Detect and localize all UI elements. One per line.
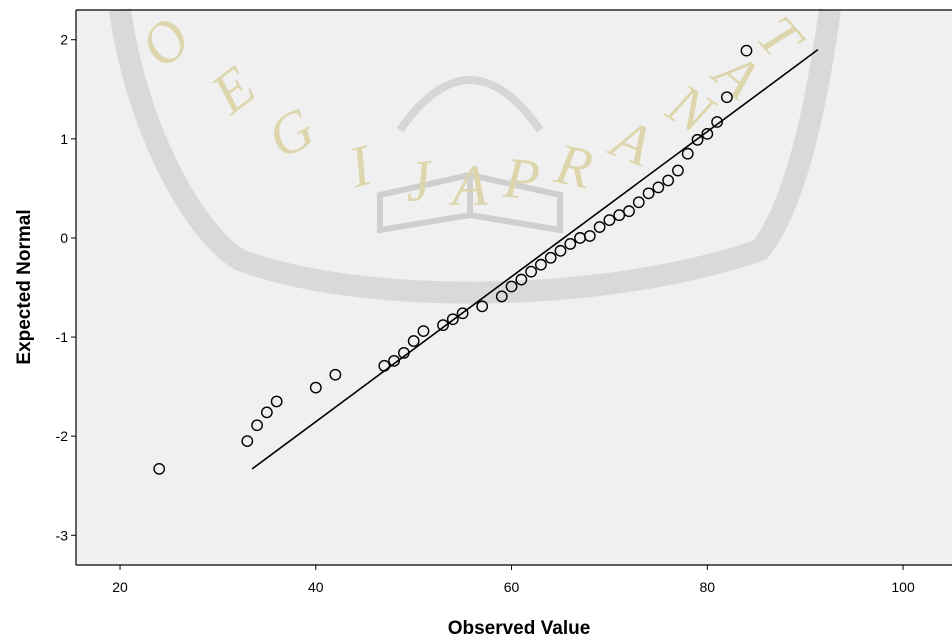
y-axis-title: Expected Normal xyxy=(14,209,35,364)
data-point xyxy=(613,209,626,222)
data-point xyxy=(329,368,342,381)
data-point xyxy=(681,147,694,160)
data-point xyxy=(270,395,283,408)
data-point xyxy=(642,187,655,200)
data-point xyxy=(583,230,596,242)
bell-icon xyxy=(396,76,544,133)
data-point xyxy=(407,335,420,347)
seal-outline xyxy=(109,8,841,304)
data-point xyxy=(251,419,263,432)
data-point xyxy=(593,221,606,233)
x-axis-title: Observed Value xyxy=(448,618,591,639)
data-point xyxy=(515,273,528,286)
book-icon xyxy=(377,171,563,234)
data-point xyxy=(446,313,459,326)
y-tick-label: -2 xyxy=(56,428,69,444)
y-tick-label: -3 xyxy=(56,527,69,543)
data-point xyxy=(662,174,675,187)
x-tick-label: 60 xyxy=(504,579,520,595)
x-tick-label: 100 xyxy=(891,579,915,595)
data-point xyxy=(388,354,401,367)
data-point xyxy=(623,205,635,218)
data-point xyxy=(603,214,616,227)
data-point xyxy=(495,290,508,303)
data-point xyxy=(544,251,557,264)
data-point xyxy=(241,435,254,448)
data-point xyxy=(456,307,469,320)
data-point xyxy=(720,91,733,104)
data-point xyxy=(711,116,723,128)
data-point xyxy=(632,196,645,209)
data-point xyxy=(397,347,410,359)
data-point xyxy=(740,44,753,57)
x-tick-label: 40 xyxy=(308,579,324,595)
data-point xyxy=(701,127,714,140)
watermark-letter: P xyxy=(500,145,542,213)
data-point xyxy=(476,300,489,313)
reference-line-group xyxy=(251,49,819,470)
x-axis: 20 40 60 80 100 xyxy=(76,564,952,595)
data-point xyxy=(260,406,273,419)
y-axis: 2 1 0 -1 -2 -3 xyxy=(56,10,77,565)
data-point xyxy=(505,280,518,293)
data-point xyxy=(437,319,449,332)
data-point xyxy=(672,164,684,177)
data-point xyxy=(554,244,567,257)
data-point xyxy=(525,265,538,278)
normal-reference-line xyxy=(251,49,819,470)
x-tick-label: 80 xyxy=(700,579,716,595)
x-tick-label: 20 xyxy=(112,579,128,595)
y-tick-label: 2 xyxy=(60,32,68,48)
watermark-letter: A xyxy=(448,153,488,218)
points-group xyxy=(153,44,753,475)
y-tick-label: 0 xyxy=(60,230,68,246)
y-tick-label: 1 xyxy=(60,131,68,147)
data-point xyxy=(535,258,547,271)
data-point xyxy=(378,359,391,372)
data-point xyxy=(652,181,665,194)
data-point xyxy=(153,462,166,475)
data-point xyxy=(417,325,430,338)
data-point xyxy=(564,237,577,250)
data-point xyxy=(691,133,704,146)
y-tick-label: -1 xyxy=(56,329,69,345)
data-point xyxy=(309,381,322,394)
